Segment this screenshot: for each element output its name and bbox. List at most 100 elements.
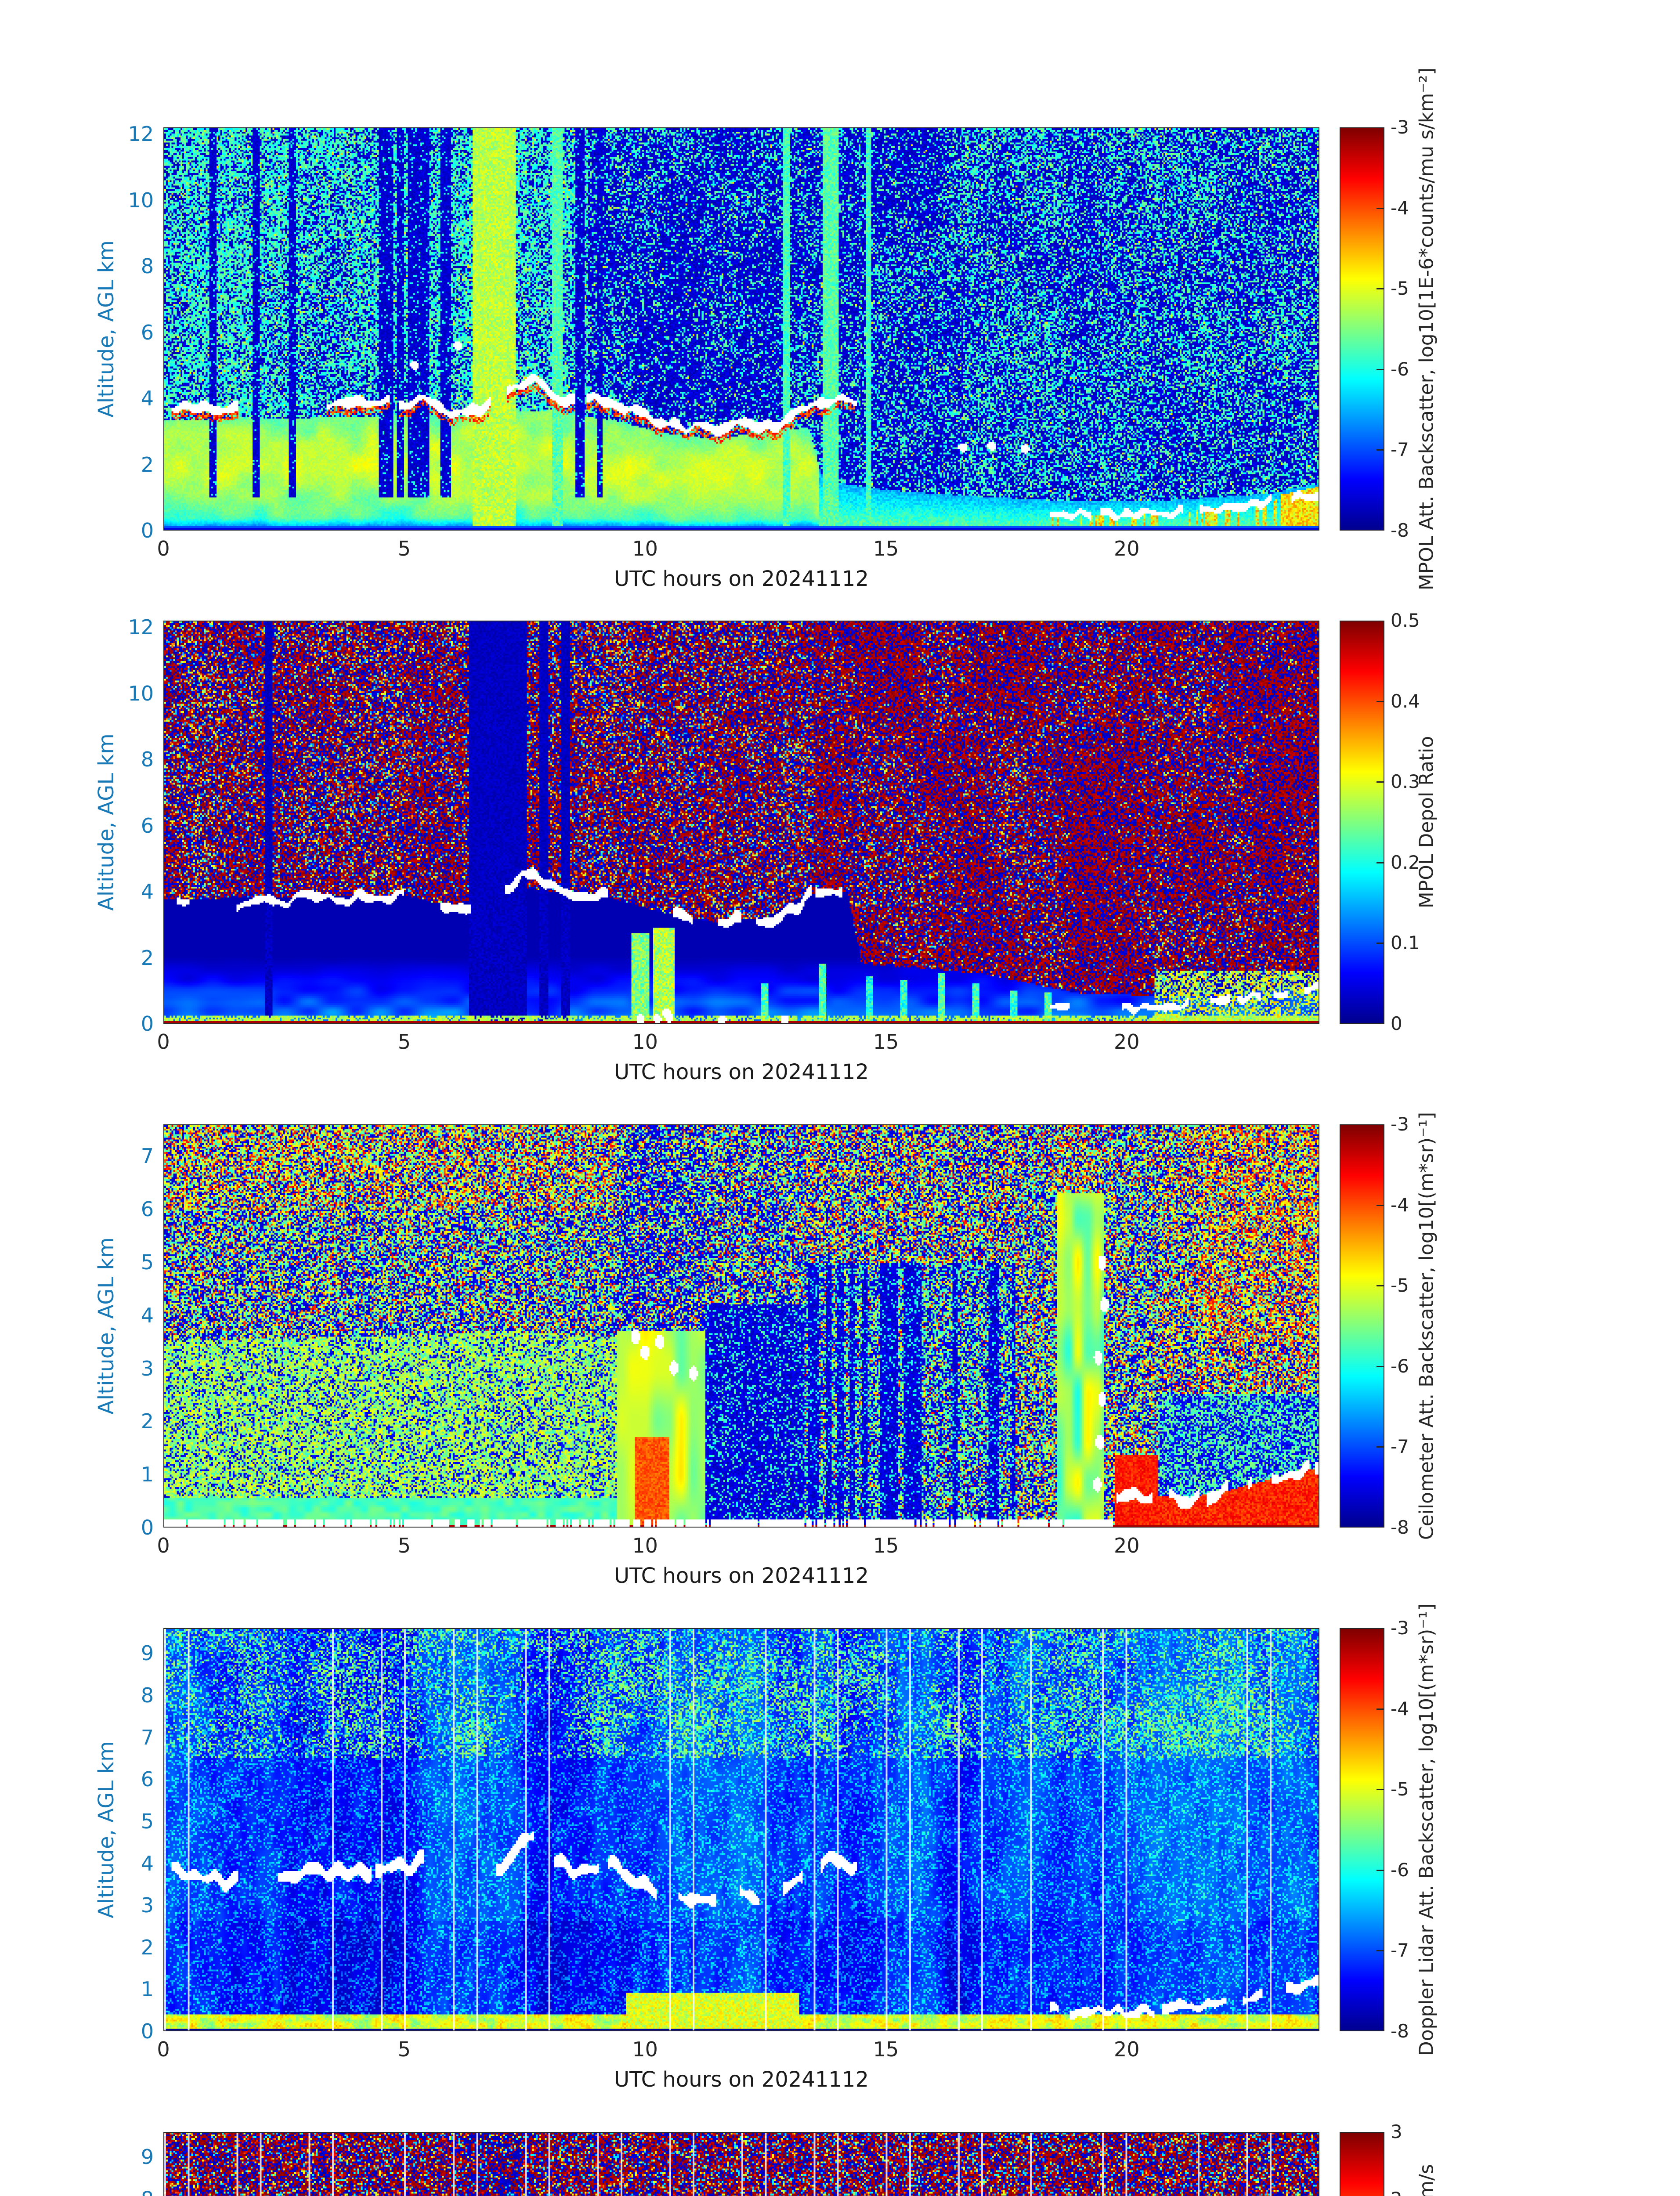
y-tick-label: 0 bbox=[141, 519, 154, 542]
colorbar-tick-label: 0.1 bbox=[1391, 932, 1420, 954]
y-tick-label: 2 bbox=[141, 452, 154, 477]
colorbar-tick-mark bbox=[1377, 368, 1384, 370]
x-tick-label: 15 bbox=[873, 2037, 899, 2061]
y-tick-label: 9 bbox=[141, 1641, 154, 1665]
x-tick-label: 20 bbox=[1114, 1030, 1140, 1054]
y-tick-label: 1 bbox=[141, 1463, 154, 1487]
plot-area-panel-2 bbox=[163, 621, 1319, 1024]
x-tick-label: 0 bbox=[157, 1534, 170, 1557]
heatmap-panel-4 bbox=[164, 1629, 1319, 2030]
colorbar-tick-label: 0.2 bbox=[1391, 851, 1420, 873]
x-axis-label: UTC hours on 20241112 bbox=[614, 567, 869, 591]
colorbar-tick-label: 0.5 bbox=[1391, 610, 1420, 631]
y-tick-label: 3 bbox=[141, 1356, 154, 1380]
x-tick-label: 15 bbox=[873, 1534, 899, 1557]
colorbar-tick-label: -4 bbox=[1391, 197, 1409, 219]
colorbar-tick-label: -3 bbox=[1391, 1617, 1409, 1639]
colorbar-tick-label: -6 bbox=[1391, 358, 1409, 380]
colorbar-tick-mark bbox=[1377, 1789, 1384, 1791]
heatmap-panel-5 bbox=[164, 2133, 1319, 2196]
y-tick-label: 9 bbox=[141, 2145, 154, 2169]
heatmap-panel-3 bbox=[164, 1125, 1319, 1527]
y-tick-label: 6 bbox=[141, 1767, 154, 1791]
colorbar-tick-label: -4 bbox=[1391, 1194, 1409, 1216]
colorbar-tick-mark bbox=[1377, 1446, 1384, 1448]
y-tick-label: 8 bbox=[88, 2189, 154, 2196]
x-tick-label: 15 bbox=[873, 1030, 899, 1054]
colorbar-tick-mark bbox=[1377, 1869, 1384, 1871]
colorbar-tick-mark bbox=[1377, 1285, 1384, 1287]
y-tick-label: 4 bbox=[141, 386, 154, 411]
y-tick-label: 1 bbox=[141, 1977, 154, 2001]
x-tick-label: 5 bbox=[397, 537, 411, 560]
y-tick-label: 8 bbox=[141, 1683, 154, 1707]
colorbar-tick-mark bbox=[1377, 862, 1384, 863]
colorbar-label: Doppler Lidar Att. Backscatter, log10[(m… bbox=[1415, 1603, 1438, 2056]
x-tick-label: 5 bbox=[397, 2037, 411, 2061]
y-tick-label: 4 bbox=[141, 1851, 154, 1875]
y-tick-label: 12 bbox=[128, 615, 154, 639]
colorbar-tick-label: -7 bbox=[1391, 1940, 1409, 1961]
x-tick-label: 10 bbox=[632, 2037, 658, 2061]
colorbar-tick-mark bbox=[1377, 943, 1384, 944]
y-tick-label: 0 bbox=[141, 1516, 154, 1539]
colorbar-tick-label: 3 bbox=[1391, 2121, 1402, 2142]
colorbar-tick-label: -7 bbox=[1391, 1436, 1409, 1458]
x-tick-label: 20 bbox=[1114, 1534, 1140, 1557]
y-tick-label: 6 bbox=[141, 320, 154, 344]
colorbar-tick-mark bbox=[1377, 207, 1384, 209]
colorbar-tick-mark bbox=[1377, 288, 1384, 290]
plot-area-panel-4 bbox=[163, 1628, 1319, 2031]
colorbar-tick-mark bbox=[1377, 1204, 1384, 1206]
colorbar-tick-label: -6 bbox=[1391, 1859, 1409, 1881]
plot-area-panel-5 bbox=[163, 2132, 1319, 2196]
colorbar-tick-label: -3 bbox=[1391, 116, 1409, 138]
y-tick-label: 6 bbox=[141, 813, 154, 838]
colorbar-tick-label: -8 bbox=[1391, 2020, 1409, 2042]
x-tick-label: 0 bbox=[157, 2037, 170, 2061]
colorbar-tick-label: -5 bbox=[1391, 278, 1409, 300]
y-axis-label: Altitude, AGL km bbox=[94, 240, 119, 418]
colorbar-label: MPOL Att. Backscatter, log10[1E-6*counts… bbox=[1415, 67, 1438, 591]
y-tick-label: 5 bbox=[141, 1250, 154, 1275]
colorbar-panel-5 bbox=[1340, 2132, 1384, 2196]
colorbar-tick-label: -6 bbox=[1391, 1355, 1409, 1377]
colorbar-panel-1 bbox=[1340, 127, 1384, 531]
x-tick-label: 5 bbox=[397, 1534, 411, 1557]
colorbar-tick-label: 0 bbox=[1391, 1013, 1402, 1034]
x-tick-label: 0 bbox=[157, 1030, 170, 1054]
y-tick-label: 3 bbox=[141, 1893, 154, 1918]
y-tick-label: 0 bbox=[141, 1012, 154, 1036]
x-axis-label: UTC hours on 20241112 bbox=[614, 1564, 869, 1588]
colorbar-panel-3 bbox=[1340, 1124, 1384, 1528]
y-tick-label: 10 bbox=[128, 681, 154, 705]
heatmap-panel-1 bbox=[164, 128, 1319, 530]
colorbar-tick-label: -5 bbox=[1391, 1275, 1409, 1297]
plot-area-panel-1 bbox=[163, 127, 1319, 531]
plot-area-panel-3 bbox=[163, 1124, 1319, 1528]
colorbar-tick-label: 2 bbox=[1391, 2190, 1402, 2196]
y-tick-label: 2 bbox=[141, 1409, 154, 1434]
x-tick-label: 10 bbox=[632, 1534, 658, 1557]
colorbar-tick-label: -5 bbox=[1391, 1778, 1409, 1800]
colorbar-tick-mark bbox=[1377, 781, 1384, 783]
y-tick-label: 10 bbox=[128, 188, 154, 212]
y-axis-label: Altitude, AGL km bbox=[94, 733, 119, 911]
y-axis-label: Altitude, AGL km bbox=[94, 1237, 119, 1415]
x-axis-label: UTC hours on 20241112 bbox=[614, 1060, 869, 1084]
colorbar-tick-label: 0.4 bbox=[1391, 690, 1420, 712]
y-tick-label: 7 bbox=[141, 1144, 154, 1168]
y-tick-label: 6 bbox=[141, 1197, 154, 1221]
heatmap-panel-2 bbox=[164, 621, 1319, 1023]
colorbar-tick-mark bbox=[1377, 1950, 1384, 1952]
x-tick-label: 20 bbox=[1114, 537, 1140, 560]
x-tick-label: 10 bbox=[632, 1030, 658, 1054]
y-tick-label: 4 bbox=[141, 880, 154, 904]
x-tick-label: 10 bbox=[632, 537, 658, 560]
y-tick-label: 4 bbox=[141, 1303, 154, 1327]
colorbar-label: MPOL Depol Ratio bbox=[1415, 736, 1438, 909]
y-tick-label: 2 bbox=[141, 1935, 154, 1959]
y-tick-label: 12 bbox=[128, 122, 154, 146]
colorbar-label: Doppler Lidar Vertical Velocity, m/s bbox=[1416, 2164, 1438, 2196]
